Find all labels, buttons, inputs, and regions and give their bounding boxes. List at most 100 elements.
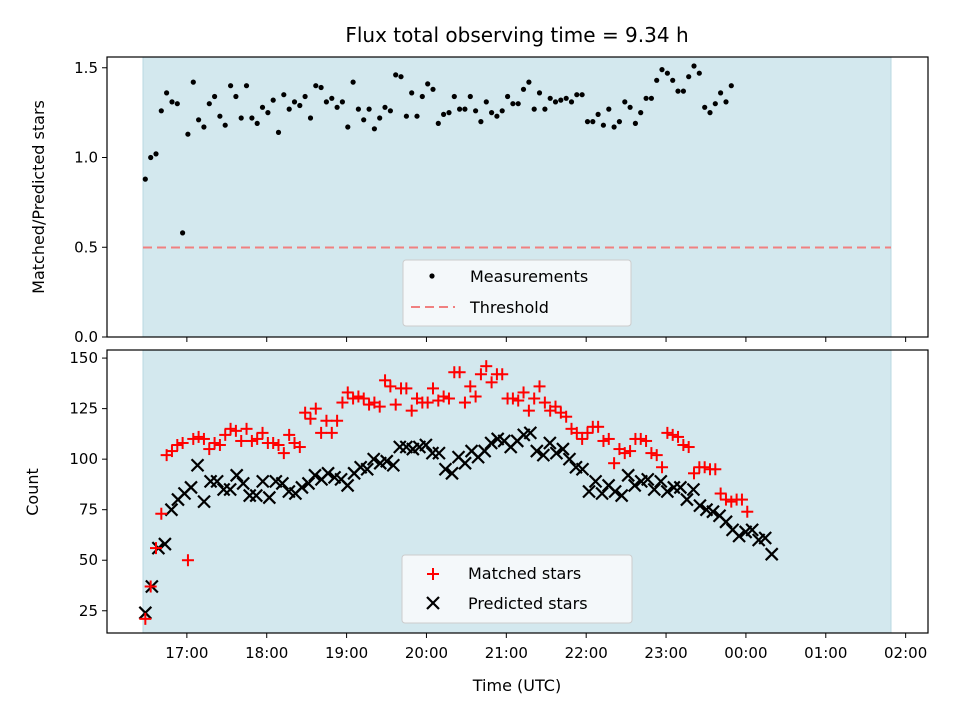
- predicted-star-marker: [575, 462, 590, 477]
- matched-star-marker: [602, 432, 615, 445]
- matched-star-marker: [560, 410, 573, 423]
- measurement-point: [542, 106, 548, 112]
- matched-star-marker: [725, 495, 738, 508]
- matched-star-marker: [405, 404, 418, 417]
- measurement-point: [536, 90, 543, 96]
- y-tick-label: 0.0: [74, 328, 98, 346]
- measurement-point: [435, 120, 441, 126]
- measurement-point: [233, 93, 239, 100]
- measurement-point: [664, 70, 671, 76]
- predicted-star-marker: [758, 531, 772, 545]
- predicted-star-marker: [680, 492, 694, 507]
- matched-star-marker: [309, 402, 322, 415]
- x-tick-label: 22:00: [565, 644, 608, 662]
- measurement-point: [547, 95, 553, 101]
- bottom-y-axis-label: Count: [23, 468, 42, 516]
- predicted-star-marker: [608, 484, 622, 499]
- matched-star-marker: [373, 400, 386, 413]
- matched-star-marker: [277, 447, 290, 460]
- matched-star-marker: [597, 434, 610, 447]
- measurement-point: [158, 108, 164, 114]
- y-tick-label: 125: [69, 400, 98, 418]
- matched-star-marker: [325, 426, 338, 439]
- measurement-point: [552, 99, 559, 105]
- predicted-star-marker: [308, 468, 322, 483]
- predicted-star-marker: [693, 498, 707, 513]
- matched-stars-points: [139, 360, 754, 625]
- y-tick-label: 1.5: [74, 59, 98, 77]
- matched-star-marker: [437, 390, 450, 403]
- measurement-point: [307, 115, 314, 121]
- measurement-point: [489, 110, 495, 116]
- measurement-point: [302, 93, 308, 100]
- matched-star-marker: [149, 542, 162, 555]
- y-tick-label: 50: [79, 551, 98, 569]
- predicted-star-marker: [210, 474, 224, 489]
- matched-star-marker: [522, 404, 535, 417]
- x-tick-label: 21:00: [485, 644, 528, 662]
- legend-predicted-label: Predicted stars: [468, 594, 588, 613]
- matched-star-marker: [661, 426, 674, 439]
- measurement-point: [568, 99, 575, 105]
- measurement-point: [515, 101, 521, 107]
- measurement-point: [387, 108, 393, 114]
- predicted-star-marker: [614, 488, 629, 503]
- predicted-star-marker: [562, 452, 577, 466]
- measurement-point: [574, 92, 580, 98]
- matched-star-marker: [304, 412, 317, 425]
- measurement-point: [345, 124, 351, 130]
- matched-star-marker: [506, 392, 519, 405]
- measurement-point: [638, 110, 644, 116]
- matched-star-marker: [517, 386, 530, 399]
- measurement-point: [680, 88, 687, 94]
- predicted-star-marker: [549, 446, 564, 460]
- measurement-point: [563, 95, 569, 101]
- x-tick-label: 20:00: [405, 644, 448, 662]
- measurement-point: [281, 92, 287, 98]
- y-tick-label: 0.5: [74, 238, 98, 256]
- measurement-point: [174, 101, 180, 107]
- measurement-legend-marker: [429, 273, 435, 279]
- measurement-point: [286, 106, 292, 112]
- x-tick-label: 23:00: [644, 644, 687, 662]
- matched-star-marker: [293, 441, 306, 454]
- measurement-point: [419, 93, 425, 100]
- matched-star-marker: [331, 414, 344, 427]
- matched-star-marker: [650, 449, 663, 462]
- measurement-point: [616, 119, 623, 125]
- top-legend: Measurements Threshold: [402, 259, 632, 327]
- measurement-point: [606, 106, 612, 112]
- measurement-point: [393, 72, 399, 78]
- measurement-point: [249, 115, 255, 121]
- matched-star-marker: [512, 394, 525, 407]
- legend-matched-label: Matched stars: [468, 564, 581, 583]
- measurement-point: [441, 111, 447, 117]
- measurement-point: [670, 77, 676, 83]
- measurement-point: [148, 154, 154, 161]
- predicted-star-marker: [190, 458, 205, 472]
- matched-star-marker: [171, 439, 184, 452]
- x-tick-label: 18:00: [245, 644, 288, 662]
- measurement-point: [718, 90, 724, 96]
- measurement-point: [467, 93, 473, 100]
- measurement-point: [371, 126, 377, 132]
- predicted-star-marker: [164, 502, 179, 517]
- predicted-star-marker: [732, 529, 746, 543]
- matched-star-marker: [203, 443, 216, 456]
- matched-star-marker: [299, 406, 312, 419]
- predicted-star-marker: [432, 446, 446, 460]
- measurement-point: [259, 104, 266, 110]
- top-y-axis-label: Matched/Predicted stars: [29, 100, 48, 294]
- y-tick-label: 150: [69, 349, 98, 367]
- matched-star-marker: [474, 368, 487, 381]
- legend-measurements-label: Measurements: [470, 267, 588, 286]
- measurement-point: [425, 81, 431, 87]
- predicted-star-marker: [379, 454, 394, 468]
- predicted-star-marker: [627, 478, 642, 493]
- measurement-point: [707, 110, 713, 116]
- matched-star-marker: [224, 422, 237, 435]
- matched-star-marker: [357, 392, 370, 405]
- measurement-point: [222, 122, 228, 128]
- matched-star-marker: [592, 420, 605, 433]
- matched-star-marker: [256, 426, 269, 439]
